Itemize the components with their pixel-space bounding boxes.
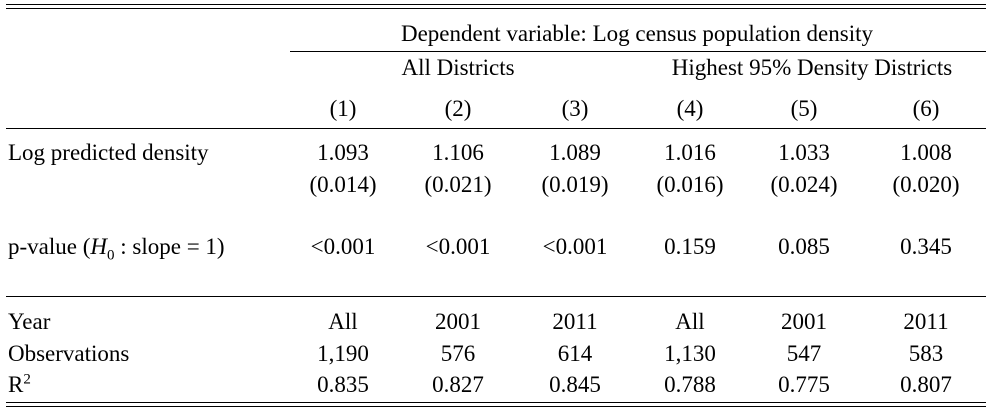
se-cell: (0.019) [541, 172, 609, 197]
row-label-r-squared: R2 [8, 371, 31, 397]
r2-cell: 0.775 [778, 372, 830, 397]
se-cell: (0.021) [424, 172, 492, 197]
bottom-rule-2 [6, 406, 986, 408]
se-cell: (0.014) [309, 172, 377, 197]
row-label-p-value: p-value (H0 : slope = 1) [8, 234, 225, 263]
r2-cell: 0.788 [664, 372, 716, 397]
pvalue-cell: <0.001 [542, 234, 608, 259]
coef-cell: 1.106 [432, 140, 484, 165]
column-header: (1) [329, 96, 357, 121]
year-cell: 2011 [903, 309, 949, 334]
row-label-observations: Observations [8, 341, 130, 366]
column-header: (4) [676, 96, 704, 121]
top-rule-1 [6, 4, 986, 6]
row-label-log-predicted-density: Log predicted density [8, 140, 209, 165]
pvalue-cell: 0.159 [664, 234, 716, 259]
observations-cell: 576 [440, 341, 476, 366]
pvalue-cell: 0.345 [900, 234, 952, 259]
r2-cell: 0.827 [432, 372, 484, 397]
column-header: (5) [790, 96, 818, 121]
coef-cell: 1.033 [778, 140, 830, 165]
year-cell: 2001 [435, 309, 481, 334]
row-label-year: Year [8, 309, 51, 334]
r-superscript: 2 [23, 371, 31, 388]
year-cell: 2011 [552, 309, 598, 334]
column-header: (3) [561, 96, 589, 121]
r2-cell: 0.845 [549, 372, 601, 397]
header-rule [290, 51, 986, 53]
column-header: (2) [444, 96, 472, 121]
header-bottom-rule [6, 128, 986, 130]
coef-cell: 1.093 [317, 140, 369, 165]
observations-cell: 1,130 [664, 341, 716, 366]
pvalue-cell: 0.085 [778, 234, 830, 259]
bottom-rule-1 [6, 402, 986, 404]
pvalue-cell: <0.001 [425, 234, 491, 259]
coef-cell: 1.016 [664, 140, 716, 165]
coef-cell: 1.008 [900, 140, 952, 165]
h0-symbol: H [90, 234, 108, 259]
top-rule-2 [6, 8, 986, 10]
group-all-districts: All Districts [401, 55, 515, 80]
year-cell: All [328, 309, 358, 334]
se-cell: (0.024) [770, 172, 838, 197]
se-cell: (0.020) [892, 172, 960, 197]
coef-cell: 1.089 [549, 140, 601, 165]
r-label: R [8, 372, 24, 397]
stats-top-rule [6, 296, 986, 298]
h0-subscript: 0 [107, 247, 115, 264]
year-cell: 2001 [781, 309, 827, 334]
observations-cell: 1,190 [317, 341, 369, 366]
r2-cell: 0.835 [317, 372, 369, 397]
year-cell: All [675, 309, 705, 334]
group-highest-density: Highest 95% Density Districts [671, 55, 953, 80]
observations-cell: 583 [908, 341, 944, 366]
column-header: (6) [912, 96, 940, 121]
pvalue-cell: <0.001 [310, 234, 376, 259]
r2-cell: 0.807 [900, 372, 952, 397]
observations-cell: 614 [557, 341, 593, 366]
dependent-variable-header: Dependent variable: Log census populatio… [400, 21, 874, 46]
p-value-prefix: p-value ( [8, 234, 91, 259]
observations-cell: 547 [786, 341, 822, 366]
p-value-suffix: : slope = 1) [114, 234, 225, 259]
se-cell: (0.016) [656, 172, 724, 197]
